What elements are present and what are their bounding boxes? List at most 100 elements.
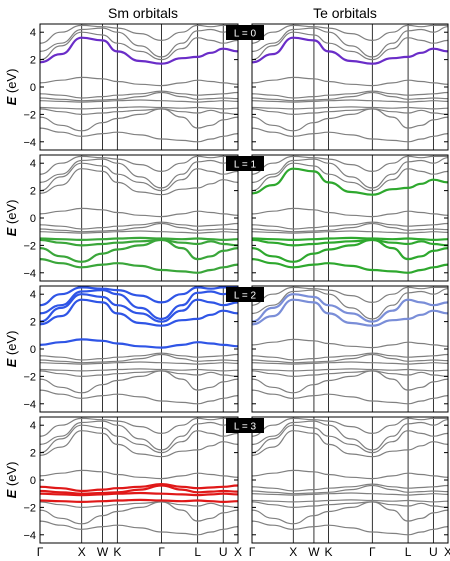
band-line — [252, 484, 448, 495]
y-tick-label: −4 — [23, 137, 36, 149]
band-line — [40, 370, 238, 394]
y-tick-label: 4 — [30, 420, 36, 432]
band-line — [252, 389, 448, 405]
band-line — [252, 492, 448, 496]
band-line — [40, 236, 238, 242]
band-line — [252, 90, 448, 99]
band-line — [252, 26, 448, 58]
x-tick-label: L — [405, 545, 412, 559]
band-line — [252, 106, 448, 110]
band-line — [252, 370, 448, 394]
panel-2-te — [251, 285, 449, 413]
band-line — [252, 108, 448, 116]
band-line — [40, 157, 238, 189]
band-line — [252, 483, 448, 492]
panel-0-sm: −4 −2 0 2 4 — [23, 23, 239, 151]
x-tick-label: U — [429, 545, 438, 559]
band-line — [252, 91, 448, 102]
band-line — [40, 498, 238, 504]
band-line — [252, 353, 448, 364]
y-axis-label: E (eV) — [4, 462, 19, 499]
band-line — [252, 157, 448, 189]
band-line — [252, 155, 448, 175]
band-line — [40, 222, 238, 233]
band-line — [252, 76, 448, 87]
band-line — [40, 368, 238, 372]
y-tick-label: −2 — [23, 371, 36, 383]
x-tick-label: Γ — [369, 545, 376, 559]
orbital-l-label: L = 0 — [234, 29, 257, 40]
band-line — [252, 368, 448, 372]
y-tick-label: −2 — [23, 109, 36, 121]
y-tick-label: −4 — [23, 268, 36, 280]
band-line — [40, 338, 238, 349]
band-line — [40, 419, 238, 451]
x-tick-label: W — [97, 545, 109, 559]
y-tick-label: −2 — [23, 240, 36, 252]
band-line — [252, 31, 448, 61]
panel-frame — [251, 416, 449, 544]
band-line — [252, 469, 448, 480]
band-line — [40, 298, 238, 327]
band-line — [252, 370, 448, 378]
orbital-l-label: L = 3 — [234, 422, 257, 433]
y-tick-label: 2 — [30, 55, 36, 67]
band-line — [40, 162, 238, 192]
x-tick-label: Γ — [249, 545, 256, 559]
band-line — [40, 36, 238, 65]
band-line — [40, 491, 238, 497]
band-line — [252, 24, 448, 44]
y-tick-label: −4 — [23, 399, 36, 411]
band-line — [40, 484, 238, 495]
band-line — [40, 76, 238, 87]
band-line — [40, 370, 238, 378]
band-line — [252, 288, 448, 320]
panel-frame — [39, 23, 239, 151]
band-line — [252, 286, 448, 306]
band-line — [252, 298, 448, 327]
y-tick-label: −4 — [23, 530, 36, 542]
band-line — [252, 520, 448, 536]
panel-1-sm: −4 −2 0 2 4 — [23, 154, 239, 282]
band-line — [252, 338, 448, 349]
bands — [252, 155, 448, 274]
band-line — [40, 155, 238, 175]
orbital-l-label: L = 1 — [234, 160, 257, 171]
x-tick-label: Γ — [37, 545, 44, 559]
band-line — [252, 417, 448, 437]
panel-1-te — [251, 154, 449, 282]
band-line — [252, 419, 448, 451]
panel-2-sm: −4 −2 0 2 4 — [23, 285, 239, 413]
panel-frame — [39, 285, 239, 413]
band-line — [40, 230, 238, 234]
orbital-l-badge — [226, 25, 264, 40]
panel-frame — [39, 416, 239, 544]
panel-3-te — [251, 416, 449, 544]
band-line — [40, 221, 238, 230]
band-line — [40, 24, 238, 44]
bands — [252, 286, 448, 405]
y-tick-label: 0 — [30, 475, 36, 487]
band-line — [252, 222, 448, 233]
bands — [252, 417, 448, 536]
band-line — [252, 501, 448, 525]
bands — [40, 155, 238, 274]
band-line — [40, 430, 238, 458]
band-line — [252, 293, 448, 323]
y-tick-label: 2 — [30, 186, 36, 198]
y-tick-label: 0 — [30, 213, 36, 225]
column-title-sm: Sm orbitals — [108, 5, 178, 21]
band-line — [252, 238, 448, 263]
band-line — [252, 499, 448, 503]
band-line — [40, 99, 238, 103]
panel-frame — [251, 23, 449, 151]
x-tick-label: W — [308, 545, 320, 559]
panel-frame — [251, 285, 449, 413]
band-line — [40, 106, 238, 110]
y-tick-label: 4 — [30, 27, 36, 39]
y-tick-label: −2 — [23, 502, 36, 514]
y-tick-label: 2 — [30, 448, 36, 460]
x-tick-label: X — [234, 545, 242, 559]
band-line — [40, 26, 238, 58]
